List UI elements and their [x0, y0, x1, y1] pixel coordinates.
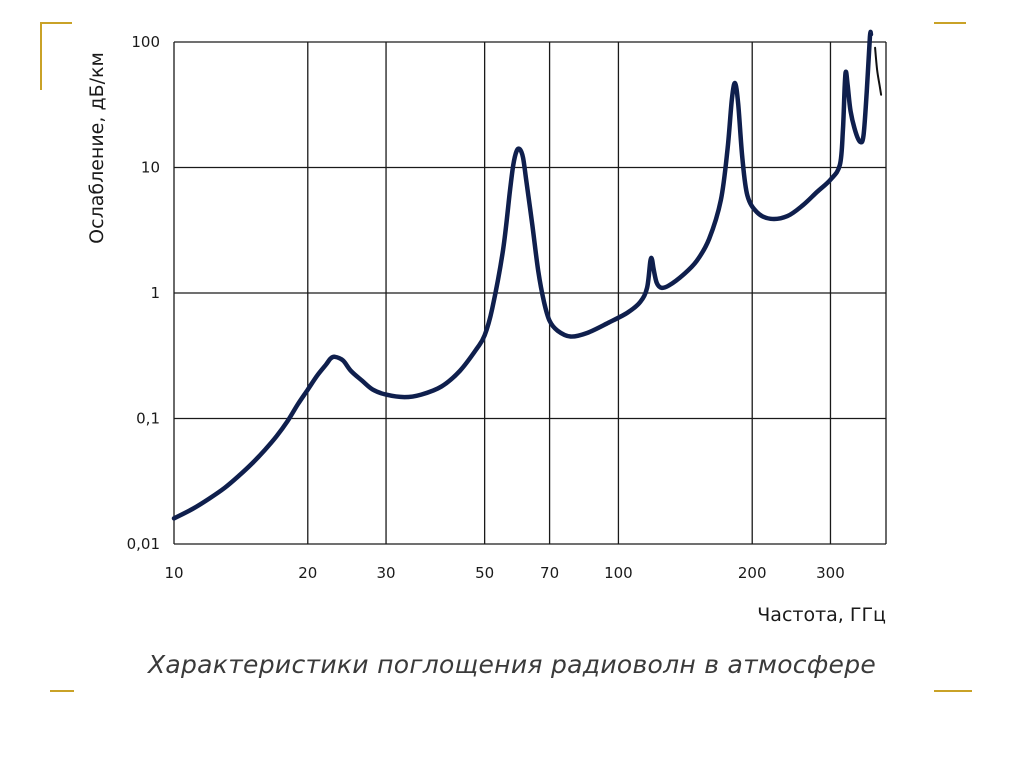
x-tick-label: 70 [540, 564, 559, 582]
x-tick-label: 30 [376, 564, 395, 582]
x-tick-label: 20 [298, 564, 317, 582]
y-tick-label: 0,01 [127, 535, 160, 553]
grid [173, 41, 887, 545]
y-axis-label: Ослабление, дБ/км [86, 52, 108, 244]
corner-decoration-top-left-horizontal [40, 22, 72, 24]
attenuation-curve-2 [874, 46, 883, 96]
x-tick-label: 100 [604, 564, 633, 582]
attenuation-chart: 0,01 0,1 1 10 100 10 20 30 50 70 100 200 300 Ослабле… [86, 29, 887, 626]
corner-decoration-top-left-vertical [40, 22, 42, 90]
x-tick-label: 10 [164, 564, 183, 582]
y-tick-label: 10 [141, 159, 160, 177]
corner-decoration-top-right [934, 22, 966, 24]
x-tick-label: 50 [475, 564, 494, 582]
tick-labels: 0,01 0,1 1 10 100 10 20 30 50 70 100 200 300 [127, 33, 845, 582]
x-tick-label: 300 [816, 564, 845, 582]
x-tick-label: 200 [738, 564, 767, 582]
x-axis-label: Частота, ГГц [757, 604, 886, 626]
y-tick-label: 1 [150, 284, 160, 302]
corner-decoration-bottom-left [50, 690, 74, 692]
corner-decoration-bottom-right [934, 690, 972, 692]
y-tick-label: 100 [131, 33, 160, 51]
slide-caption: Характеристики поглощения радиоволн в ат… [147, 650, 877, 679]
attenuation-curve-1 [171, 29, 874, 521]
series-layer [171, 29, 883, 521]
y-tick-label: 0,1 [136, 410, 160, 428]
